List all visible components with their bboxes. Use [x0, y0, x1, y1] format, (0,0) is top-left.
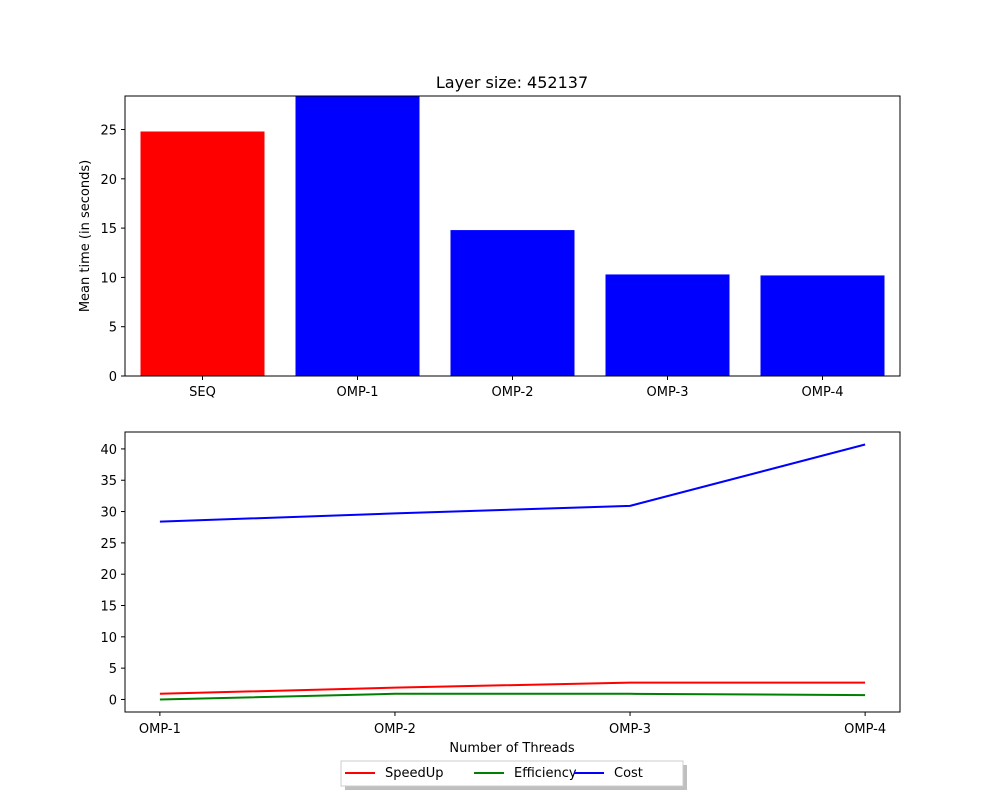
line-series-cost [159, 443, 866, 523]
bar-omp-4 [760, 275, 885, 376]
bar-y-axis: 0 5 10 15 20 25 [100, 124, 125, 385]
line-x-axis: OMP-1 OMP-2 OMP-3 OMP-4 [139, 712, 886, 737]
bar-y-tick-label: 20 [100, 173, 117, 188]
bar-x-axis: SEQ OMP-1 OMP-2 OMP-3 OMP-4 [189, 376, 843, 400]
legend-label-speedup: SpeedUp [385, 766, 444, 781]
bar-x-tick-label: OMP-2 [492, 385, 534, 400]
line-x-tick-label: OMP-1 [139, 722, 181, 737]
line-y-tick-label: 0 [109, 693, 117, 708]
bar-series [140, 96, 885, 376]
line-y-tick-label: 20 [100, 568, 117, 583]
legend-box [340, 760, 684, 787]
bar-x-tick-label: SEQ [189, 385, 216, 400]
bar-x-tick-label: OMP-1 [337, 385, 379, 400]
bar-x-tick-label: OMP-3 [647, 385, 689, 400]
bar-omp-2 [450, 230, 575, 376]
legend-label-cost: Cost [614, 766, 643, 781]
line-chart: 0 5 10 15 20 25 30 35 40 OMP-1 OMP-2 OMP-3 OMP-4 Nu… [100, 431, 901, 756]
line-x-tick-label: OMP-4 [844, 722, 886, 737]
line-series-speedup [159, 681, 866, 695]
bar-y-tick-label: 10 [100, 271, 117, 286]
line-plot-frame [124, 431, 901, 713]
bar-chart-title: Layer size: 452137 [436, 73, 588, 92]
bar-chart: Layer size: 452137 Mean time (in seconds… [78, 73, 901, 400]
line-series-efficiency [159, 692, 866, 701]
bar-y-tick-label: 25 [100, 124, 117, 139]
line-y-tick-label: 30 [100, 506, 117, 521]
line-y-tick-label: 25 [100, 537, 117, 552]
line-y-tick-label: 15 [100, 600, 117, 615]
bar-chart-ylabel: Mean time (in seconds) [78, 160, 93, 312]
bar-y-tick-label: 5 [109, 321, 117, 336]
line-y-tick-label: 10 [100, 631, 117, 646]
bar-seq [140, 131, 265, 376]
line-x-tick-label: OMP-3 [609, 722, 651, 737]
line-y-axis: 0 5 10 15 20 25 30 35 40 [100, 443, 125, 708]
line-chart-xlabel: Number of Threads [449, 741, 574, 756]
line-y-tick-label: 35 [100, 474, 117, 489]
legend-items: SpeedUp Efficiency Cost [345, 766, 643, 781]
bar-y-tick-label: 0 [109, 370, 117, 385]
legend-label-efficiency: Efficiency [514, 766, 577, 781]
bar-plot-frame [124, 95, 901, 377]
legend: SpeedUp Efficiency Cost [340, 760, 687, 790]
line-series-group [159, 443, 866, 701]
bar-x-tick-label: OMP-4 [802, 385, 844, 400]
line-x-tick-label: OMP-2 [374, 722, 416, 737]
bar-omp-3 [605, 274, 730, 376]
bar-omp-1 [295, 96, 420, 376]
line-y-tick-label: 40 [100, 443, 117, 458]
bar-y-tick-label: 15 [100, 222, 117, 237]
line-y-tick-label: 5 [109, 662, 117, 677]
